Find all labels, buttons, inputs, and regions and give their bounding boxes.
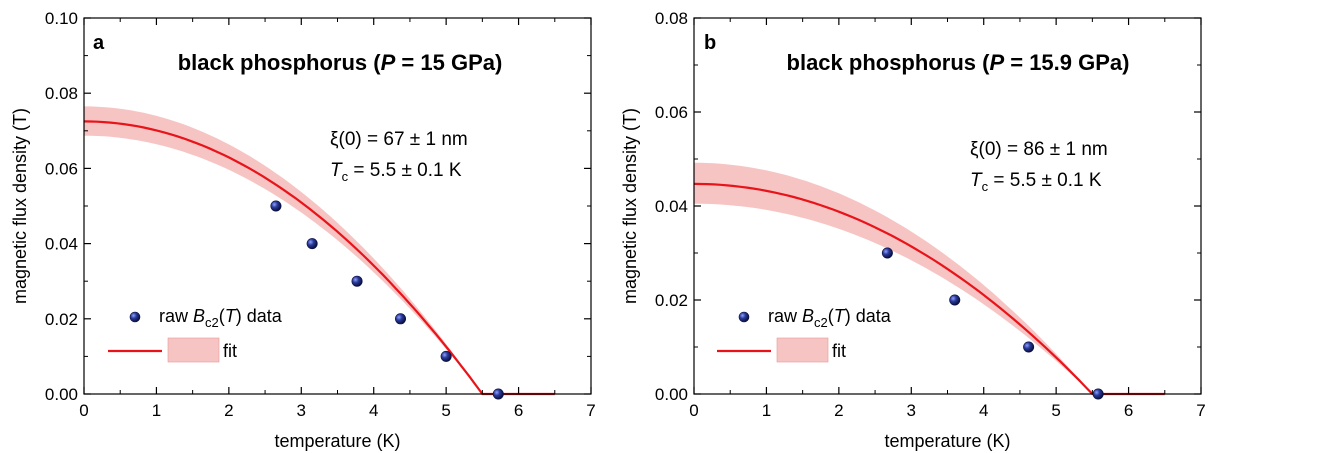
legend-prefix: raw xyxy=(159,306,193,326)
legend-fit-label: fit xyxy=(832,341,846,361)
legend-open-paren: ( xyxy=(219,306,225,326)
y-tick-label: 0.04 xyxy=(655,197,688,216)
data-point xyxy=(351,275,363,287)
tc-value: = 5.5 ± 0.1 K xyxy=(988,170,1102,191)
x-tick-label: 1 xyxy=(762,401,771,420)
critical-temperature-annotation: Tc = 5.5 ± 0.1 K xyxy=(970,170,1102,194)
fit-line xyxy=(693,182,1165,396)
legend-fit-band xyxy=(167,337,220,363)
x-tick-label: 0 xyxy=(689,401,698,420)
y-tick-label: 0.00 xyxy=(45,385,78,404)
legend-argument: T xyxy=(834,306,847,326)
title-text-rest: = 15.9 GPa) xyxy=(1004,50,1129,75)
data-point xyxy=(1092,388,1104,400)
x-tick-label: 6 xyxy=(514,401,523,420)
y-tick-label: 0.08 xyxy=(45,84,78,103)
data-point xyxy=(949,294,961,306)
x-tick-label: 4 xyxy=(979,401,988,420)
title-text: black phosphorus ( xyxy=(178,50,382,75)
title-variable: P xyxy=(381,50,396,75)
tc-variable: T xyxy=(970,170,983,191)
chart-panel-a: 0 1 2 3 4 5 6 7 0.00 0.02 0.04 0.06 0.08 0.10 temperat… xyxy=(10,9,596,451)
data-point xyxy=(440,350,452,362)
legend-data-label: raw Bc2(T) data xyxy=(159,306,283,330)
x-tick-label: 5 xyxy=(1051,401,1060,420)
coherence-length-annotation: ξ(0) = 67 ± 1 nm xyxy=(330,129,468,150)
y-axis-label: magnetic flux density (T) xyxy=(620,108,640,304)
legend-variable: B xyxy=(193,306,205,326)
data-point xyxy=(1023,341,1035,353)
x-axis-label: temperature (K) xyxy=(274,431,400,451)
title-variable: P xyxy=(989,50,1004,75)
y-tick-label: 0.02 xyxy=(655,291,688,310)
data-point xyxy=(306,238,318,250)
x-tick-label: 2 xyxy=(834,401,843,420)
y-tick-label: 0.06 xyxy=(45,159,78,178)
x-tick-label: 5 xyxy=(441,401,450,420)
x-tick-label: 2 xyxy=(224,401,233,420)
critical-temperature-annotation: Tc = 5.5 ± 0.1 K xyxy=(330,160,462,184)
x-tick-label: 0 xyxy=(79,401,88,420)
legend-fit-label: fit xyxy=(223,341,237,361)
x-tick-label: 7 xyxy=(586,401,595,420)
chart-title: black phosphorus (P = 15.9 GPa) xyxy=(787,50,1130,75)
title-text: black phosphorus ( xyxy=(787,50,991,75)
tc-subscript: c xyxy=(342,169,349,184)
tc-subscript: c xyxy=(982,179,989,194)
x-tick-label: 1 xyxy=(152,401,161,420)
fit-line xyxy=(83,120,555,396)
y-tick-label: 0.08 xyxy=(655,9,688,28)
tc-value: = 5.5 ± 0.1 K xyxy=(348,160,462,181)
tc-variable: T xyxy=(330,160,343,181)
legend-suffix: ) data xyxy=(236,306,283,326)
legend-argument: T xyxy=(225,306,238,326)
legend-data-marker xyxy=(738,311,750,323)
x-tick-label: 4 xyxy=(369,401,378,420)
x-tick-label: 7 xyxy=(1196,401,1205,420)
legend-open-paren: ( xyxy=(828,306,834,326)
x-axis-label: temperature (K) xyxy=(884,431,1010,451)
x-tick-label: 6 xyxy=(1124,401,1133,420)
legend-suffix: ) data xyxy=(845,306,892,326)
legend-subscript: c2 xyxy=(205,315,219,330)
legend-variable: B xyxy=(802,306,814,326)
panel-letter: b xyxy=(704,32,716,54)
x-tick-label: 3 xyxy=(907,401,916,420)
legend-prefix: raw xyxy=(768,306,802,326)
legend-data-label: raw Bc2(T) data xyxy=(768,306,892,330)
y-tick-label: 0.02 xyxy=(45,310,78,329)
chart-panel-b: 0 1 2 3 4 5 6 7 0.00 0.02 0.04 0.06 0.08 temperature … xyxy=(620,9,1206,451)
y-tick-label: 0.00 xyxy=(655,385,688,404)
legend-data-marker xyxy=(129,311,141,323)
panel-letter: a xyxy=(93,32,105,54)
legend-fit-band xyxy=(776,337,829,363)
y-tick-label: 0.04 xyxy=(45,235,78,254)
legend-subscript: c2 xyxy=(814,315,828,330)
data-point xyxy=(492,388,504,400)
fit-uncertainty-band xyxy=(84,106,483,395)
chart-title: black phosphorus (P = 15 GPa) xyxy=(178,50,503,75)
y-axis-label: magnetic flux density (T) xyxy=(10,108,30,304)
data-point xyxy=(270,200,282,212)
legend: raw Bc2(T) data fit xyxy=(108,306,283,363)
x-tick-label: 3 xyxy=(297,401,306,420)
fit-uncertainty-band xyxy=(694,162,1093,394)
y-tick-label: 0.06 xyxy=(655,103,688,122)
legend: raw Bc2(T) data fit xyxy=(717,306,892,363)
title-text-rest: = 15 GPa) xyxy=(395,50,502,75)
y-tick-label: 0.10 xyxy=(45,9,78,28)
coherence-length-annotation: ξ(0) = 86 ± 1 nm xyxy=(970,139,1108,160)
data-point xyxy=(881,247,893,259)
data-point xyxy=(395,313,407,325)
